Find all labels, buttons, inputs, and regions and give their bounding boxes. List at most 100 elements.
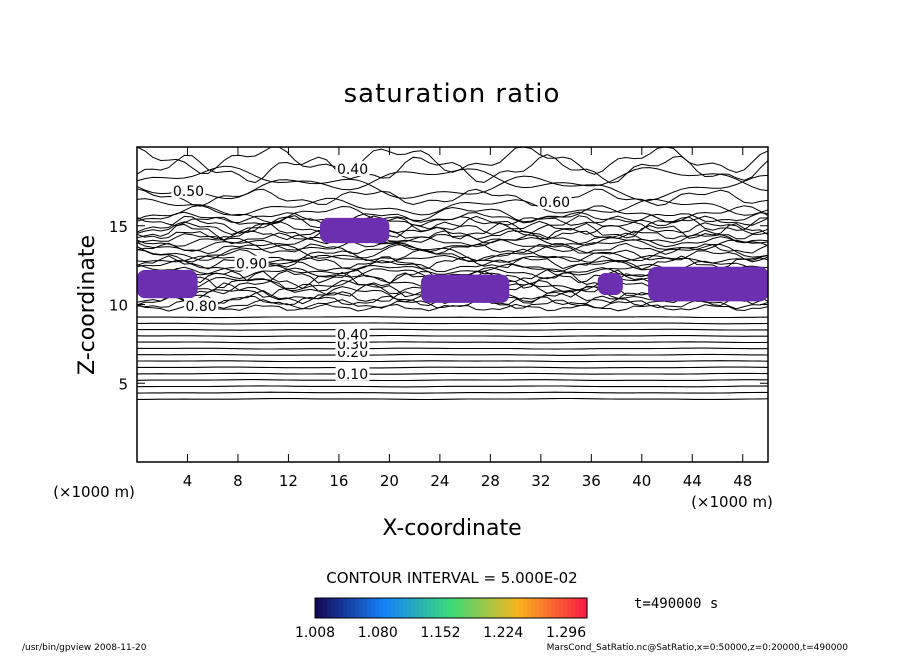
contour-line — [137, 360, 769, 363]
colorbar — [315, 598, 588, 618]
colorbar-tick-label: 1.296 — [546, 625, 586, 641]
contour-line — [136, 238, 769, 253]
y-axis-ticks: 5 10 15 — [109, 218, 768, 393]
colorbar-swatch — [403, 598, 408, 618]
contour-line — [136, 391, 768, 394]
y-axis-label: Z-coordinate — [75, 235, 100, 375]
contour-line — [136, 165, 769, 192]
colorbar-swatch — [559, 598, 564, 618]
colorbar-swatch — [419, 598, 424, 618]
colorbar-swatch — [367, 598, 372, 618]
contour-label: 0.40 — [337, 327, 368, 343]
contour-line — [137, 353, 769, 356]
colorbar-swatch — [319, 598, 324, 618]
contour-label: 0.50 — [173, 184, 204, 200]
colorbar-swatch — [447, 598, 452, 618]
colorbar-swatch — [495, 598, 500, 618]
colorbar-swatch — [575, 598, 580, 618]
colorbar-swatch — [359, 598, 364, 618]
colorbar-swatch — [543, 598, 548, 618]
x-tick-label: 8 — [233, 472, 243, 490]
x-tick-label: 48 — [733, 472, 752, 490]
chart-title: saturation ratio — [344, 79, 561, 109]
colorbar-swatch — [339, 598, 344, 618]
shaded-region — [137, 269, 198, 299]
x-tick-label: 28 — [481, 472, 500, 490]
shaded-regions — [137, 217, 768, 303]
colorbar-ticks: 1.008 1.080 1.152 1.224 1.296 — [295, 625, 586, 641]
colorbar-swatch — [331, 598, 336, 618]
colorbar-swatch — [323, 598, 328, 618]
colorbar-swatch — [479, 598, 484, 618]
colorbar-swatch — [551, 598, 556, 618]
colorbar-swatch — [379, 598, 384, 618]
colorbar-swatch — [363, 598, 368, 618]
contour-line — [137, 366, 769, 369]
contour-label-bg — [171, 183, 206, 199]
colorbar-swatch — [583, 598, 588, 618]
colorbar-swatch — [491, 598, 496, 618]
contour-line — [136, 385, 768, 388]
x-axis-unit: (×1000 m) — [691, 493, 773, 511]
colorbar-swatch — [411, 598, 416, 618]
y-tick-label: 10 — [109, 297, 128, 315]
colorbar-swatch — [511, 598, 516, 618]
x-tick-label: 40 — [632, 472, 651, 490]
colorbar-swatch — [335, 598, 340, 618]
colorbar-swatch — [555, 598, 560, 618]
colorbar-swatch — [459, 598, 464, 618]
x-tick-label: 36 — [582, 472, 601, 490]
contour-line — [136, 220, 769, 236]
colorbar-swatch — [427, 598, 432, 618]
colorbar-swatch — [443, 598, 448, 618]
colorbar-swatch — [391, 598, 396, 618]
time-label: t=490000 s — [634, 596, 718, 612]
footer-right: MarsCond_SatRatio.nc@SatRatio,x=0:50000,… — [547, 643, 849, 653]
colorbar-swatch — [547, 598, 552, 618]
x-tick-label: 24 — [430, 472, 449, 490]
contour-line — [137, 328, 768, 331]
colorbar-swatch — [355, 598, 360, 618]
colorbar-swatch — [347, 598, 352, 618]
contour-line — [136, 154, 769, 184]
colorbar-swatch — [463, 598, 468, 618]
colorbar-swatch — [343, 598, 348, 618]
contour-interval: CONTOUR INTERVAL = 5.000E-02 — [326, 569, 577, 587]
colorbar-swatch — [579, 598, 584, 618]
colorbar-swatch — [315, 598, 320, 618]
colorbar-tick-label: 1.224 — [483, 625, 523, 641]
contour-line — [137, 397, 769, 401]
x-tick-label: 44 — [683, 472, 702, 490]
colorbar-swatch — [487, 598, 492, 618]
contour-label-bg — [335, 365, 370, 381]
colorbar-swatch — [467, 598, 472, 618]
contour-line — [136, 248, 769, 263]
y-tick-label: 15 — [109, 218, 128, 236]
contour-label: 0.60 — [539, 195, 570, 211]
contour-label: 0.40 — [337, 162, 368, 178]
colorbar-swatch — [539, 598, 544, 618]
contour-label: 0.90 — [236, 257, 267, 273]
colorbar-swatch — [451, 598, 456, 618]
colorbar-swatch — [475, 598, 480, 618]
footer-left: /usr/bin/gpview 2008-11-20 — [22, 643, 147, 653]
contour-line — [136, 197, 769, 217]
colorbar-tick-label: 1.008 — [295, 625, 335, 641]
colorbar-swatch — [483, 598, 488, 618]
contour-line — [136, 243, 769, 262]
shaded-region — [597, 273, 623, 296]
colorbar-swatch — [407, 598, 412, 618]
colorbar-swatch — [567, 598, 572, 618]
colorbar-swatch — [531, 598, 536, 618]
contour-line — [136, 334, 768, 338]
colorbar-swatch — [519, 598, 524, 618]
contour-label-bg — [537, 194, 572, 210]
colorbar-swatch — [515, 598, 520, 618]
contour-label: 0.10 — [337, 367, 368, 383]
y-tick-label: 5 — [118, 375, 128, 393]
contour-label-bg — [184, 298, 219, 314]
contour-line — [136, 232, 769, 245]
contour-line — [136, 242, 769, 255]
shaded-region — [420, 274, 510, 303]
colorbar-frame — [314, 597, 588, 619]
